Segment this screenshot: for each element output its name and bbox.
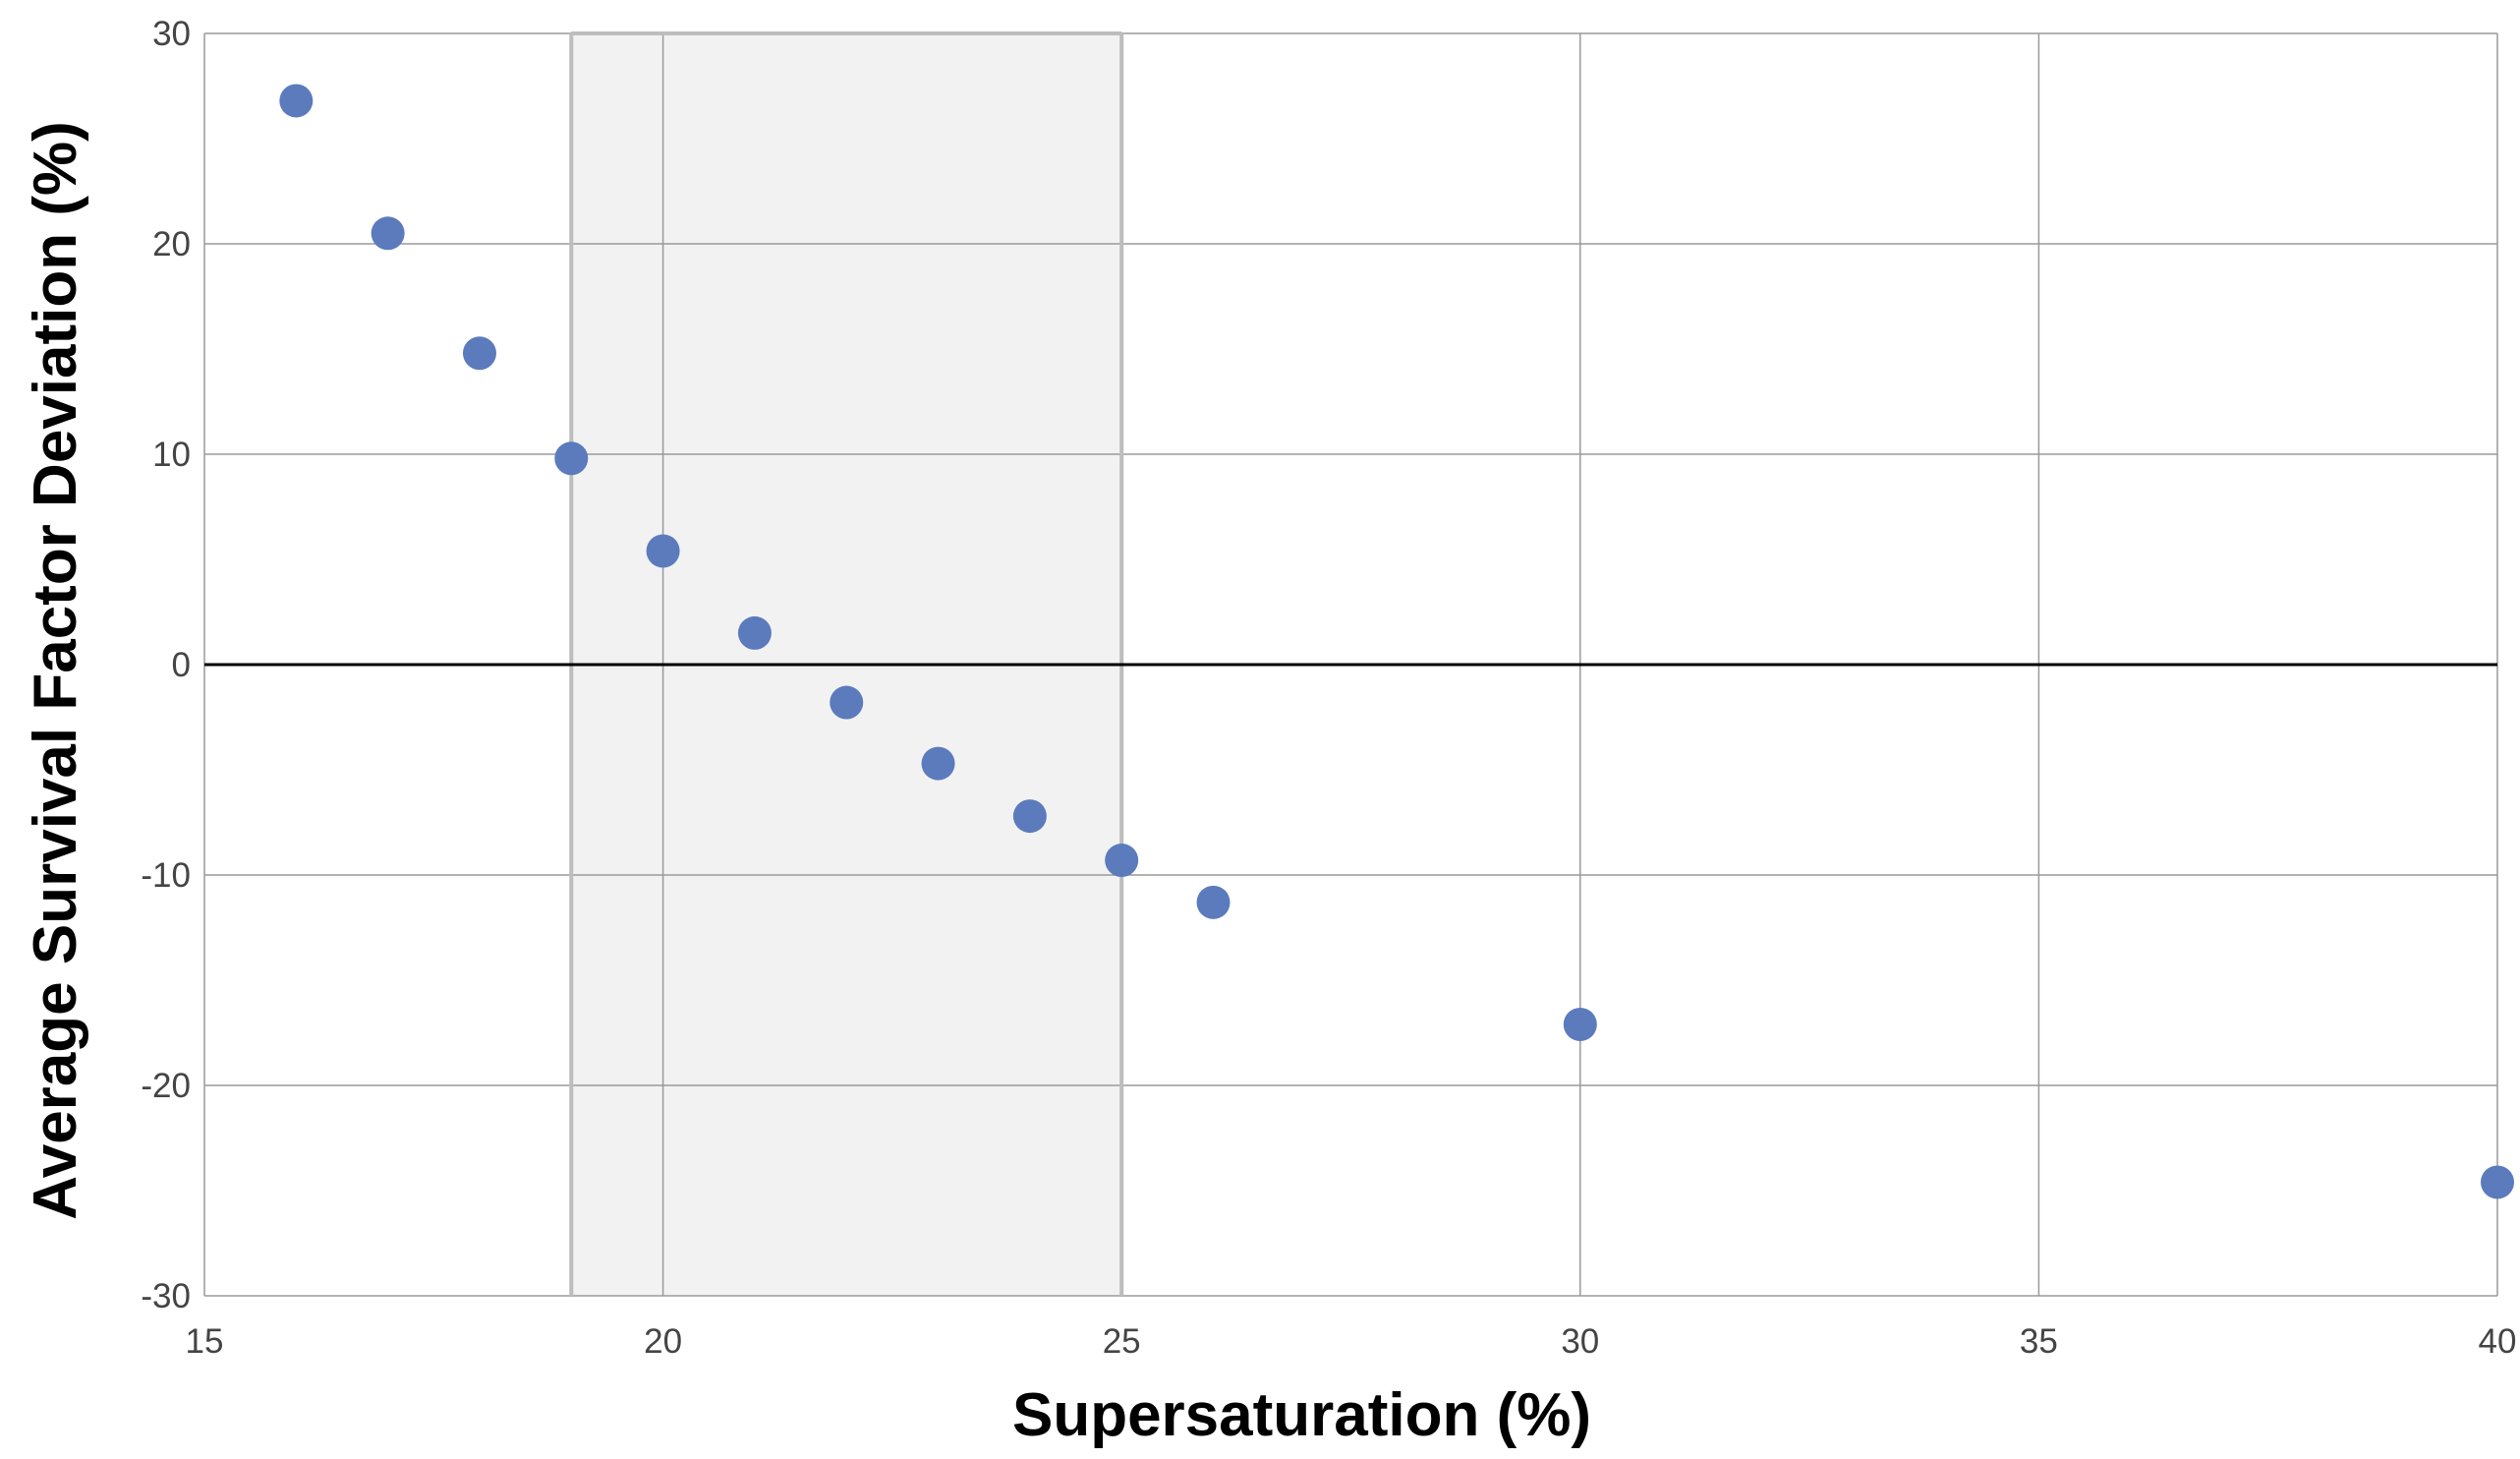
data-point bbox=[279, 84, 314, 118]
y-tick-label: -30 bbox=[141, 1277, 191, 1315]
data-point bbox=[1105, 844, 1139, 878]
x-tick-label: 25 bbox=[1103, 1322, 1141, 1361]
data-point bbox=[462, 336, 496, 371]
data-point bbox=[737, 615, 772, 650]
x-axis-title: Supersaturation (%) bbox=[1012, 1381, 1591, 1449]
data-point bbox=[371, 216, 405, 251]
data-point bbox=[646, 534, 680, 568]
y-axis-title: Average Survival Factor Deviation (%) bbox=[22, 121, 89, 1220]
y-tick-label: 20 bbox=[152, 225, 191, 263]
y-tick-label: -10 bbox=[141, 856, 191, 895]
x-tick-label: 20 bbox=[644, 1322, 682, 1361]
y-tick-label: -20 bbox=[141, 1067, 191, 1105]
data-points-layer bbox=[279, 84, 2514, 1199]
x-tick-label: 30 bbox=[1561, 1322, 1599, 1361]
data-point bbox=[1563, 1007, 1597, 1041]
data-point bbox=[830, 685, 864, 720]
data-point bbox=[554, 441, 589, 476]
data-point bbox=[2481, 1165, 2514, 1199]
y-tick-label: 10 bbox=[152, 436, 191, 474]
data-point bbox=[1196, 885, 1231, 919]
y-tick-label: 0 bbox=[172, 646, 191, 684]
data-point bbox=[1012, 799, 1047, 834]
x-tick-label: 15 bbox=[186, 1322, 224, 1361]
data-point bbox=[921, 746, 955, 781]
x-tick-label: 40 bbox=[2479, 1322, 2517, 1361]
tick-labels-layer: -30 -20 -10 0 10 20 30 15 20 25 30 35 40 bbox=[141, 15, 2516, 1361]
x-tick-label: 35 bbox=[2020, 1322, 2058, 1361]
y-tick-label: 30 bbox=[152, 15, 191, 53]
